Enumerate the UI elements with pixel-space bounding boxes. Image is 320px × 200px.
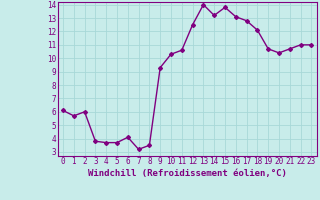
X-axis label: Windchill (Refroidissement éolien,°C): Windchill (Refroidissement éolien,°C) <box>88 169 287 178</box>
